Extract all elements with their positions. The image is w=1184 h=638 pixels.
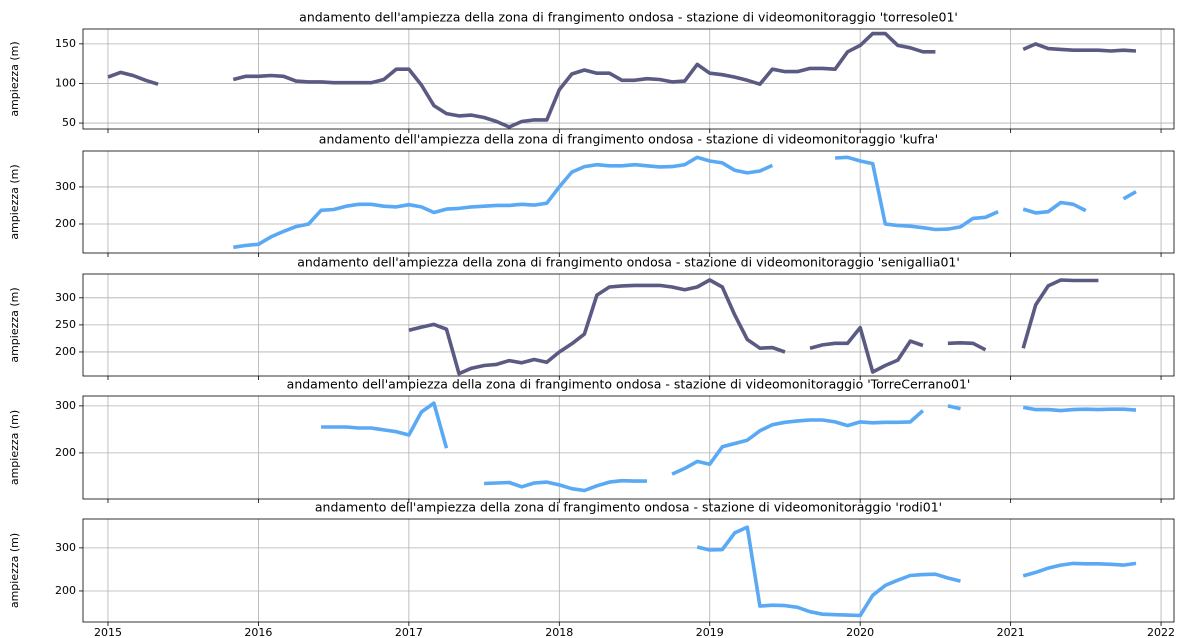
data-line [947, 404, 961, 411]
plot-frame [82, 518, 1175, 623]
data-line [671, 409, 925, 476]
data-line [1022, 200, 1087, 215]
y-tick-label: 250 [55, 318, 76, 331]
x-tick-label: 2019 [696, 626, 724, 638]
data-line [696, 525, 961, 618]
data-line [834, 155, 999, 232]
data-line [484, 478, 647, 493]
x-tick-label: 2017 [395, 626, 423, 638]
y-axis-label: ampiezza (m) [8, 41, 21, 116]
y-axis-label: ampiezza (m) [8, 164, 21, 239]
y-tick-label: 50 [62, 116, 76, 129]
chart-title: andamento dell'ampiezza della zona di fr… [299, 10, 958, 25]
y-tick-label: 300 [55, 399, 76, 412]
y-tick-label: 200 [55, 584, 76, 597]
y-tick-label: 300 [55, 541, 76, 554]
data-line [233, 155, 774, 250]
y-tick-label: 200 [55, 345, 76, 358]
y-tick-label: 300 [55, 180, 76, 193]
chart-title: andamento dell'ampiezza della zona di fr… [287, 377, 971, 392]
plot-frame [82, 150, 1175, 254]
data-line [947, 341, 987, 352]
data-line [809, 325, 924, 374]
x-tick-label: 2020 [846, 626, 874, 638]
data-line [408, 278, 786, 376]
y-axis-label: ampiezza (m) [8, 287, 21, 362]
y-axis-label: ampiezza (m) [8, 533, 21, 608]
x-tick-label: 2022 [1147, 626, 1175, 638]
x-tick-label: 2021 [997, 626, 1025, 638]
y-tick-label: 200 [55, 217, 76, 230]
data-line [1122, 190, 1137, 201]
plot-frame [82, 395, 1175, 500]
data-line [1021, 278, 1099, 349]
plot-frame [82, 28, 1175, 130]
y-tick-label: 150 [55, 37, 76, 50]
y-axis-label: ampiezza (m) [8, 410, 21, 485]
x-tick-label: 2016 [244, 626, 272, 638]
y-tick-label: 100 [55, 76, 76, 89]
chart-title: andamento dell'ampiezza della zona di fr… [297, 255, 960, 270]
y-tick-label: 300 [55, 291, 76, 304]
data-line [321, 401, 449, 449]
y-tick-label: 200 [55, 446, 76, 459]
data-line [1022, 405, 1137, 413]
data-line [232, 31, 936, 129]
chart-title: andamento dell'ampiezza della zona di fr… [319, 132, 938, 147]
chart-title: andamento dell'ampiezza della zona di fr… [315, 500, 942, 515]
data-line [1022, 42, 1137, 53]
data-line [1022, 561, 1137, 578]
data-line [107, 70, 159, 86]
plot-frame [82, 273, 1175, 377]
x-tick-label: 2015 [94, 626, 122, 638]
x-tick-label: 2018 [545, 626, 573, 638]
